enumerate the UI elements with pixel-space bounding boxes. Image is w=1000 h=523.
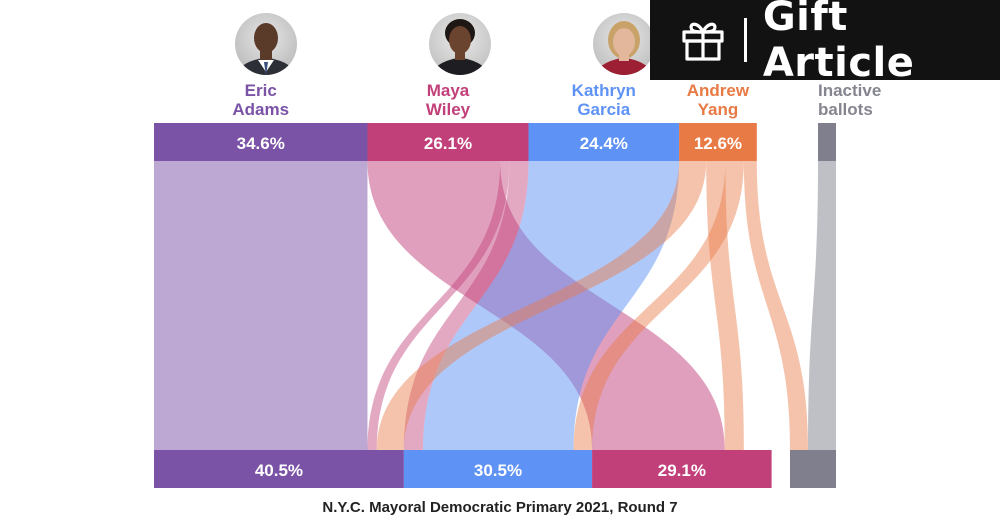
candidate-name-inactive-ballots: Inactive ballots (818, 81, 881, 119)
gift-article-label: Gift Article (762, 0, 915, 86)
top-bar-eric-adams (154, 123, 368, 161)
chart-title: N.Y.C. Mayoral Democratic Primary 2021, … (322, 499, 677, 516)
bottom-bar-eric-adams (154, 450, 404, 488)
bottom-bar-kathryn-garcia (403, 450, 593, 488)
flow-inactive-ballots-to-inactive-ballots (808, 161, 836, 450)
top-value-andrew-yang: 12.6% (694, 134, 742, 153)
gift-article-button[interactable]: Gift Article (650, 0, 1000, 86)
bottom-bar-inactive-ballots (790, 450, 836, 488)
labels-group: 34.6% Eric Adams 26.1% Maya Wiley 24.4% Kathryn… (232, 81, 881, 516)
gift-icon (680, 17, 726, 63)
top-value-eric-adams: 34.6% (237, 134, 285, 153)
flow-andrew-yang-to-maya-wiley (706, 161, 744, 450)
bars-group (154, 123, 836, 488)
candidate-name-kathryn-garcia: Kathryn Garcia (572, 81, 636, 119)
top-value-maya-wiley: 26.1% (424, 134, 472, 153)
top-value-kathryn-garcia: 24.4% (580, 134, 628, 153)
top-bar-kathryn-garcia (528, 123, 680, 161)
candidate-name-maya-wiley: Maya Wiley (426, 81, 471, 119)
candidate-name-andrew-yang: Andrew Yang (687, 81, 750, 119)
flow-andrew-yang-to-eric-adams (376, 161, 707, 450)
flow-maya-wiley-to-eric-adams (367, 161, 510, 450)
bottom-value-eric-adams: 40.5% (255, 461, 303, 480)
eric-adams-photo (235, 13, 297, 75)
flows-group (154, 161, 836, 450)
top-bar-maya-wiley (367, 123, 529, 161)
top-bar-inactive-ballots (818, 123, 836, 161)
top-bar-andrew-yang (679, 123, 757, 161)
kathryn-garcia-photo (593, 13, 655, 75)
bottom-value-kathryn-garcia: 30.5% (474, 461, 522, 480)
flow-eric-adams-to-eric-adams (154, 161, 368, 450)
bottom-value-maya-wiley: 29.1% (658, 461, 706, 480)
flow-kathryn-garcia-to-kathryn-garcia (423, 161, 680, 450)
flow-andrew-yang-to-inactive-ballots (743, 161, 808, 450)
candidate-name-eric-adams: Eric Adams (232, 81, 289, 119)
flow-andrew-yang-to-kathryn-garcia (573, 161, 744, 450)
flow-maya-wiley-to-kathryn-garcia (403, 161, 529, 450)
bottom-bar-maya-wiley (592, 450, 772, 488)
banner-separator (744, 18, 747, 62)
maya-wiley-photo (429, 13, 491, 75)
